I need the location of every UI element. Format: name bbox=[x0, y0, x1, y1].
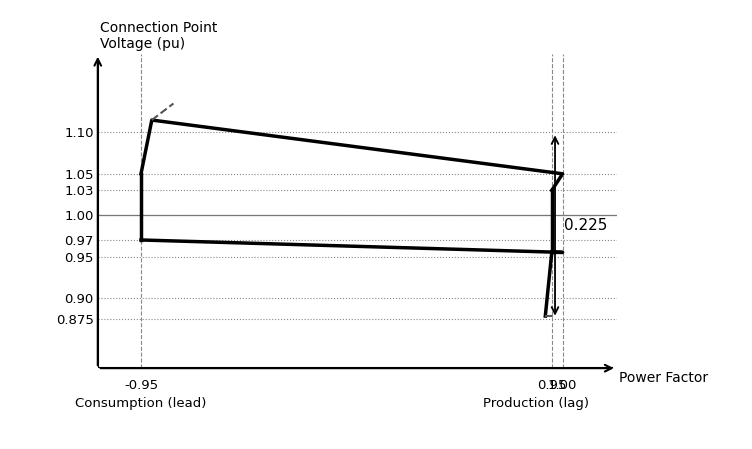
Text: Power Factor: Power Factor bbox=[619, 371, 708, 385]
Text: Connection Point
Voltage (pu): Connection Point Voltage (pu) bbox=[100, 21, 217, 51]
Text: 0.95: 0.95 bbox=[537, 379, 566, 392]
Text: Production (lag): Production (lag) bbox=[483, 397, 589, 410]
Text: Consumption (lead): Consumption (lead) bbox=[75, 397, 207, 410]
Text: -0.95: -0.95 bbox=[124, 379, 158, 392]
Text: 1.00: 1.00 bbox=[548, 379, 578, 392]
Text: 0.225: 0.225 bbox=[564, 218, 607, 233]
